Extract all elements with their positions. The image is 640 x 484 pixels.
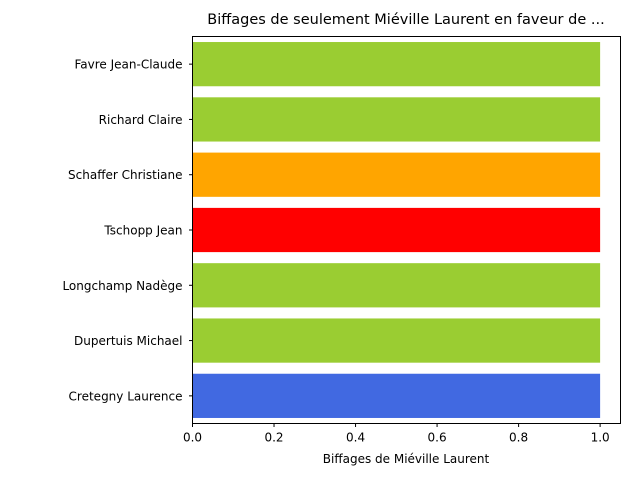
chart-title: Biffages de seulement Miéville Laurent e… [207,12,604,28]
bars-layer [192,42,601,418]
x-axis: 0.0 0.2 0.4 0.6 0.8 1.0 [183,423,610,445]
y-tick-label-3: Tschopp Jean [103,224,182,238]
plot-frame [192,36,621,424]
x-tick-label-5: 1.0 [591,431,610,445]
bar-6 [192,42,601,87]
bar-0 [192,373,601,418]
y-tick-label-2: Longchamp Nadège [62,279,182,293]
bar-1 [192,318,601,363]
y-tick-label-5: Richard Claire [99,113,183,127]
y-axis: Cretegny Laurence Dupertuis Michael Longch… [62,58,193,403]
bar-5 [192,97,601,142]
bar-3 [192,207,601,253]
x-tick-label-0: 0.0 [183,431,202,445]
y-tick-label-4: Schaffer Christiane [68,168,182,182]
y-tick-label-0: Cretegny Laurence [69,389,183,403]
x-tick-label-3: 0.6 [428,431,447,445]
y-tick-label-6: Favre Jean-Claude [74,58,182,72]
x-axis-label: Biffages de Miéville Laurent [323,452,490,466]
x-tick-label-2: 0.4 [346,431,365,445]
bar-4 [192,152,601,197]
x-tick-label-1: 0.2 [264,431,283,445]
x-tick-label-4: 0.8 [509,431,528,445]
bar-2 [192,263,601,308]
y-tick-label-1: Dupertuis Michael [74,334,182,348]
